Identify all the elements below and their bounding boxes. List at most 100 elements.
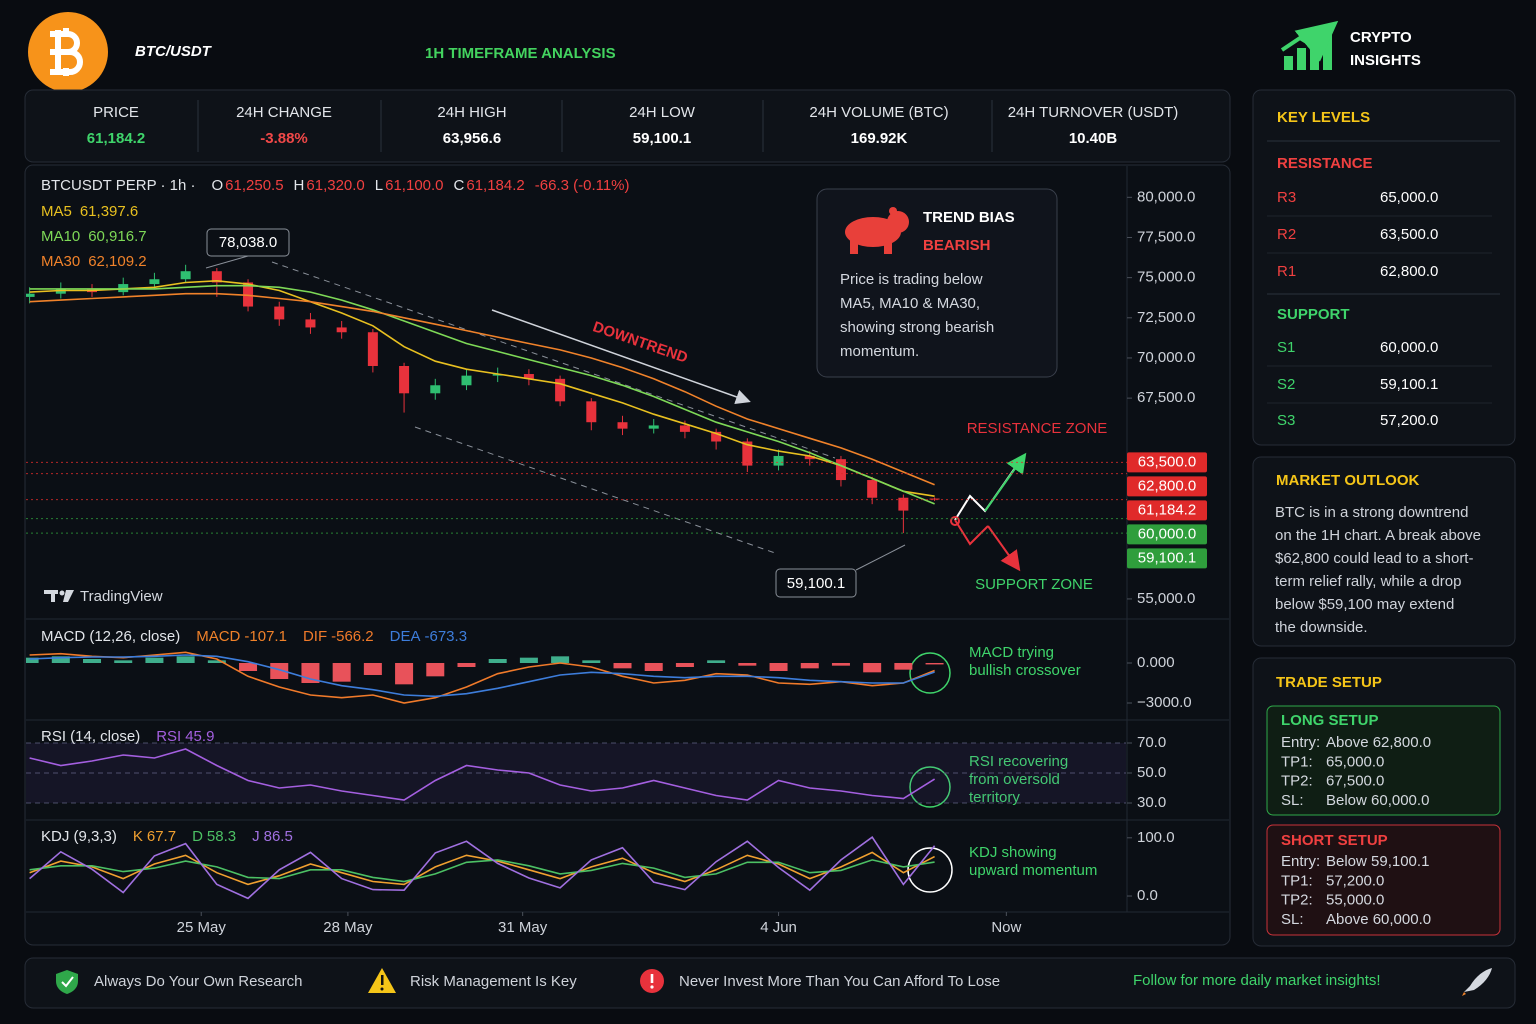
- series-line: [29, 292, 935, 486]
- y-tick-label: 80,000.0: [1137, 188, 1195, 205]
- y-tick-label: 50.0: [1137, 764, 1166, 781]
- series-line: [29, 748, 936, 801]
- outlook-text: $62,800 could lead to a short-: [1275, 550, 1473, 567]
- histogram-bar: [613, 663, 632, 669]
- histogram-bar: [863, 663, 882, 673]
- bear-leg: [850, 240, 858, 254]
- connector: [205, 255, 249, 269]
- bear-body: [845, 217, 901, 247]
- annotation-box: [206, 228, 290, 257]
- indicator-note: territory: [969, 789, 1020, 806]
- short-box: [1266, 824, 1501, 936]
- stat-label: 24H VOLUME (BTC): [809, 104, 948, 121]
- plot-area: [26, 742, 1126, 804]
- legend-value: 86.5: [264, 828, 293, 845]
- legend-value: 67.7: [147, 828, 176, 845]
- candle-body: [367, 332, 378, 366]
- indicator-note: bullish crossover: [969, 662, 1081, 679]
- ohlc-value: 61,184.2: [466, 177, 524, 194]
- level-label: 60,000.0: [1138, 525, 1196, 542]
- level-name: S3: [1277, 412, 1295, 429]
- level-name: R2: [1277, 226, 1296, 243]
- candle-body: [617, 422, 628, 429]
- stat-label: 24H LOW: [629, 104, 696, 121]
- candle-body: [898, 497, 909, 511]
- indicator-title: RSI (14, close): [41, 728, 140, 745]
- candle-body: [492, 374, 503, 376]
- histogram-bar: [675, 663, 694, 667]
- stat-label: 24H CHANGE: [236, 104, 332, 121]
- tradingview-logo: [44, 590, 74, 602]
- series-line: [29, 279, 935, 497]
- stat-label: 24H HIGH: [437, 104, 506, 121]
- ohlc-value: 61,250.5: [225, 177, 283, 194]
- annotation-box: [775, 568, 857, 598]
- ohlc-value: 61,100.0: [385, 177, 443, 194]
- indicator-title: MACD (12,26, close): [41, 628, 180, 645]
- legend-name: MA30: [41, 253, 80, 270]
- long-title: LONG SETUP: [1281, 712, 1379, 729]
- high-annotation: 78,038.0: [219, 234, 277, 251]
- legend-value: 60,916.7: [88, 228, 146, 245]
- trend-label: TREND BIAS: [923, 209, 1015, 226]
- resistance-zone-label: RESISTANCE ZONE: [967, 420, 1108, 437]
- ohlc-key: C: [454, 177, 465, 194]
- subtitle: 1H TIMEFRAME ANALYSIS: [425, 45, 616, 62]
- logo-bar: [1284, 56, 1293, 70]
- pivot-point: [950, 516, 960, 526]
- logo-bar: [1323, 30, 1332, 70]
- level-name: S2: [1277, 376, 1295, 393]
- setup-key: SL:: [1281, 792, 1304, 809]
- histogram-bar: [239, 663, 258, 671]
- histogram-bar: [207, 660, 226, 663]
- stat-value: 61,184.2: [87, 130, 145, 147]
- level-name: S1: [1277, 339, 1295, 356]
- histogram-bar: [925, 663, 944, 665]
- legend-value: -673.3: [425, 628, 468, 645]
- title: BTC/USDT: [135, 43, 213, 60]
- warning-mark: [381, 975, 384, 985]
- indicator-note: KDJ showing: [969, 844, 1057, 861]
- histogram-bar: [176, 656, 195, 663]
- histogram-bar: [145, 657, 164, 663]
- y-tick-label: 0.000: [1137, 654, 1175, 671]
- setup-value: 57,200.0: [1326, 872, 1384, 889]
- stat-value: -3.88%: [260, 130, 308, 147]
- setup-value: 65,000.0: [1326, 753, 1384, 770]
- footer: [24, 957, 1516, 1009]
- plot-area: [26, 651, 944, 704]
- x-tick-label: 4 Jun: [760, 919, 797, 936]
- candle-body: [804, 455, 815, 460]
- watermark: TradingView: [80, 588, 163, 605]
- series-line: [29, 654, 935, 698]
- outlook-box: [1252, 456, 1516, 647]
- short-title: SHORT SETUP: [1281, 832, 1388, 849]
- histogram-bar: [738, 663, 757, 666]
- brand: CRYPTO: [1350, 29, 1412, 46]
- stat-label: PRICE: [93, 104, 139, 121]
- histogram-bar: [332, 663, 351, 682]
- plot-area: [29, 836, 936, 900]
- stat-value: 10.40B: [1069, 130, 1118, 147]
- y-tick-label: 77,500.0: [1137, 228, 1195, 245]
- setup-value: Above 62,800.0: [1326, 734, 1431, 751]
- plot-area: [26, 264, 940, 534]
- series-line: [29, 859, 935, 883]
- histogram-bar: [395, 663, 414, 685]
- candle-body: [430, 385, 441, 394]
- legend-name: J: [252, 828, 260, 845]
- legend-name: DEA: [390, 628, 421, 645]
- stats-box: [24, 89, 1231, 163]
- trend-arrow: [491, 309, 751, 405]
- indicator-band: [26, 743, 1126, 803]
- candle-body: [929, 498, 940, 500]
- bear-icon: [845, 207, 909, 254]
- setup-key: Entry:: [1281, 853, 1320, 870]
- projection-up-arrow: [984, 452, 1027, 512]
- candle-body: [461, 375, 472, 386]
- setup-value: 67,500.0: [1326, 773, 1384, 790]
- setup-key: Entry:: [1281, 734, 1320, 751]
- histogram-bar: [83, 659, 102, 663]
- bear-head: [887, 211, 909, 233]
